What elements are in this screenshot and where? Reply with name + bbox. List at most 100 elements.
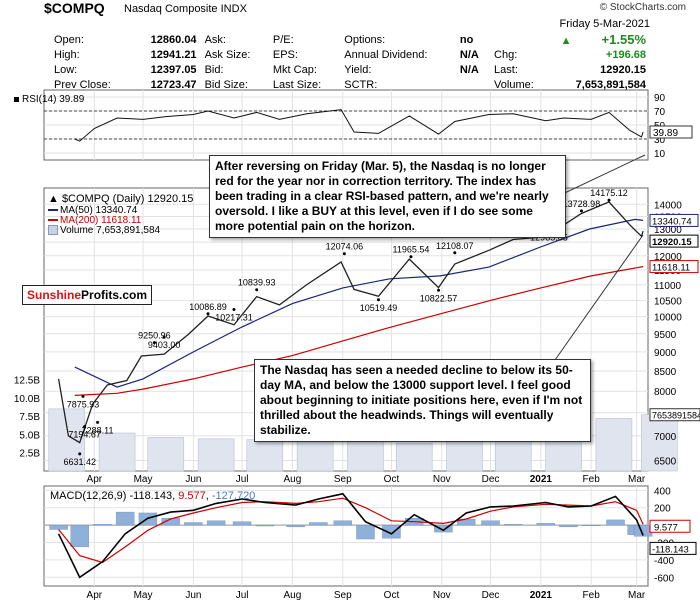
price-tick-label: 8000	[654, 387, 677, 398]
macd-histogram-bar	[115, 511, 135, 526]
macd-histogram-bar	[286, 524, 305, 528]
macd-histogram-bar	[481, 520, 500, 526]
open-label: Open:	[54, 33, 84, 46]
volume-tick-label: 7.5B	[19, 412, 40, 423]
macd-histogram-bar	[93, 524, 112, 526]
macd-tick-label: 400	[654, 486, 671, 497]
price-annotation-point	[206, 312, 210, 316]
x-tick-label-upper: Jul	[236, 474, 249, 485]
low-value: 12397.05	[150, 63, 197, 76]
options-label: Options:	[344, 33, 386, 46]
volume-tick-label: 12.5B	[14, 376, 40, 387]
volume-bar	[296, 441, 334, 472]
x-tick-label-lower: Oct	[384, 590, 400, 601]
chg-value: +196.68	[605, 48, 646, 61]
source-credit: © StockCharts.com	[599, 2, 686, 13]
eps-label: EPS:	[272, 48, 298, 61]
volume-tick-label: 5.0B	[19, 430, 40, 441]
x-tick-label-lower: Mar	[628, 590, 646, 601]
price-annotation-label: 12074.06	[326, 242, 364, 252]
x-tick-label-upper: Oct	[384, 474, 400, 485]
rsi-tick-label: 30	[654, 135, 666, 146]
macd-signal-last-box	[649, 519, 691, 533]
price-annotation-point	[437, 288, 441, 292]
price-annotation-label: 10822.57	[420, 293, 458, 303]
last-value: 12920.15	[600, 63, 646, 76]
price-tick-label: 11000	[654, 281, 682, 292]
x-tick-label-upper: Nov	[433, 474, 451, 485]
price-annotation-point	[453, 251, 457, 255]
pe-label: P/E:	[272, 33, 294, 46]
x-tick-label-upper: Sep	[334, 474, 352, 485]
bottom-callout: The Nasdaq has seen a needed decline to …	[254, 359, 591, 442]
ma50-legend-text: MA(50) 13340.74	[60, 205, 138, 216]
yield-label: Yield:	[344, 63, 372, 76]
price-tick-label: 7000	[654, 432, 677, 443]
x-tick-label-upper: Feb	[583, 474, 601, 485]
price-annotation-label: 10217.31	[215, 312, 253, 322]
macd-tick-label: -400	[654, 556, 674, 567]
price-tick-label: 13000	[654, 225, 682, 236]
x-tick-label-lower: Feb	[583, 590, 601, 601]
dividend-value: N/A	[459, 48, 479, 61]
price-last-value-box	[649, 234, 699, 248]
mktcap-label: Mkt Cap:	[272, 63, 317, 76]
rsi-last-value: 39.89	[653, 128, 678, 139]
ma50-line	[74, 218, 644, 388]
macd-tick-label: 200	[654, 504, 671, 515]
price-tick-label: 6500	[654, 457, 677, 468]
price-annotation-label: 9250.96	[138, 331, 171, 341]
brand-part-2: Profits.com	[81, 288, 148, 302]
price-annotation-label: 6631.42	[63, 457, 96, 467]
macd-histogram-bar	[536, 523, 555, 526]
change-percent: ▲ +1.55%	[490, 32, 650, 47]
macd-last-box	[649, 541, 697, 555]
price-annotation-label: 13728.98	[563, 199, 601, 209]
bid-size-label: Bid Size:	[204, 78, 248, 91]
x-tick-label-upper: Aug	[284, 474, 302, 485]
volume-label: Volume:	[494, 78, 534, 91]
price-tick-label: 12000	[654, 252, 682, 263]
chg-label: Chg:	[494, 48, 518, 61]
macd-histogram-bar	[255, 524, 275, 527]
x-tick-label-lower: Sep	[334, 590, 352, 601]
x-tick-label-lower: 2021	[530, 590, 553, 601]
x-tick-label-upper: Apr	[87, 474, 103, 485]
macd-histogram-bar	[504, 524, 523, 526]
rsi-tick-label: 90	[654, 93, 666, 104]
price-legend: ▲ $COMPQ (Daily) 12920.15	[48, 193, 194, 205]
prev-close-value: 12723.47	[150, 78, 197, 91]
price-annotation-point	[376, 298, 380, 302]
ma200-last-value-box	[649, 260, 699, 274]
macd-legend-title: MACD(12,26,9)	[50, 490, 127, 502]
price-annotation-point	[409, 255, 413, 259]
price-annotation-point	[607, 198, 611, 202]
volume-tick-label: 2.5B	[19, 449, 40, 460]
price-annotation-point	[152, 341, 156, 345]
volume-bar	[595, 418, 633, 472]
rsi-tick-label: 70	[654, 107, 666, 118]
low-label: Low:	[54, 63, 78, 76]
macd-histogram-bar	[356, 524, 375, 540]
volume-bar	[246, 439, 284, 472]
top-callout: After reversing on Friday (Mar. 5), the …	[209, 155, 566, 238]
x-tick-label-lower: May	[134, 590, 153, 601]
price-annotation-point	[579, 209, 583, 213]
macd-legend-hist: -127.720	[211, 490, 256, 502]
price-annotation-point	[232, 307, 236, 311]
macd-signal-line	[58, 497, 644, 564]
x-tick-label-lower: Jun	[185, 590, 201, 601]
dividend-label: Annual Dividend:	[344, 48, 428, 61]
ma200-last-value: 11618.11	[652, 263, 690, 274]
volume-legend: Volume 7,653,891,584	[48, 225, 160, 236]
macd-histogram-bar	[382, 524, 401, 539]
exchange-text: INDX	[220, 3, 247, 15]
price-annotation-label: 11965.54	[393, 245, 430, 255]
x-tick-label-lower: Apr	[87, 590, 103, 601]
x-tick-label-lower: Dec	[482, 590, 500, 601]
ma50-last-value-box	[649, 213, 699, 227]
volume-value: 7,653,891,584	[575, 78, 646, 91]
macd-legend-signal: 9.577	[178, 490, 206, 502]
ask-size-label: Ask Size:	[204, 48, 251, 61]
volume-bar	[197, 438, 235, 472]
